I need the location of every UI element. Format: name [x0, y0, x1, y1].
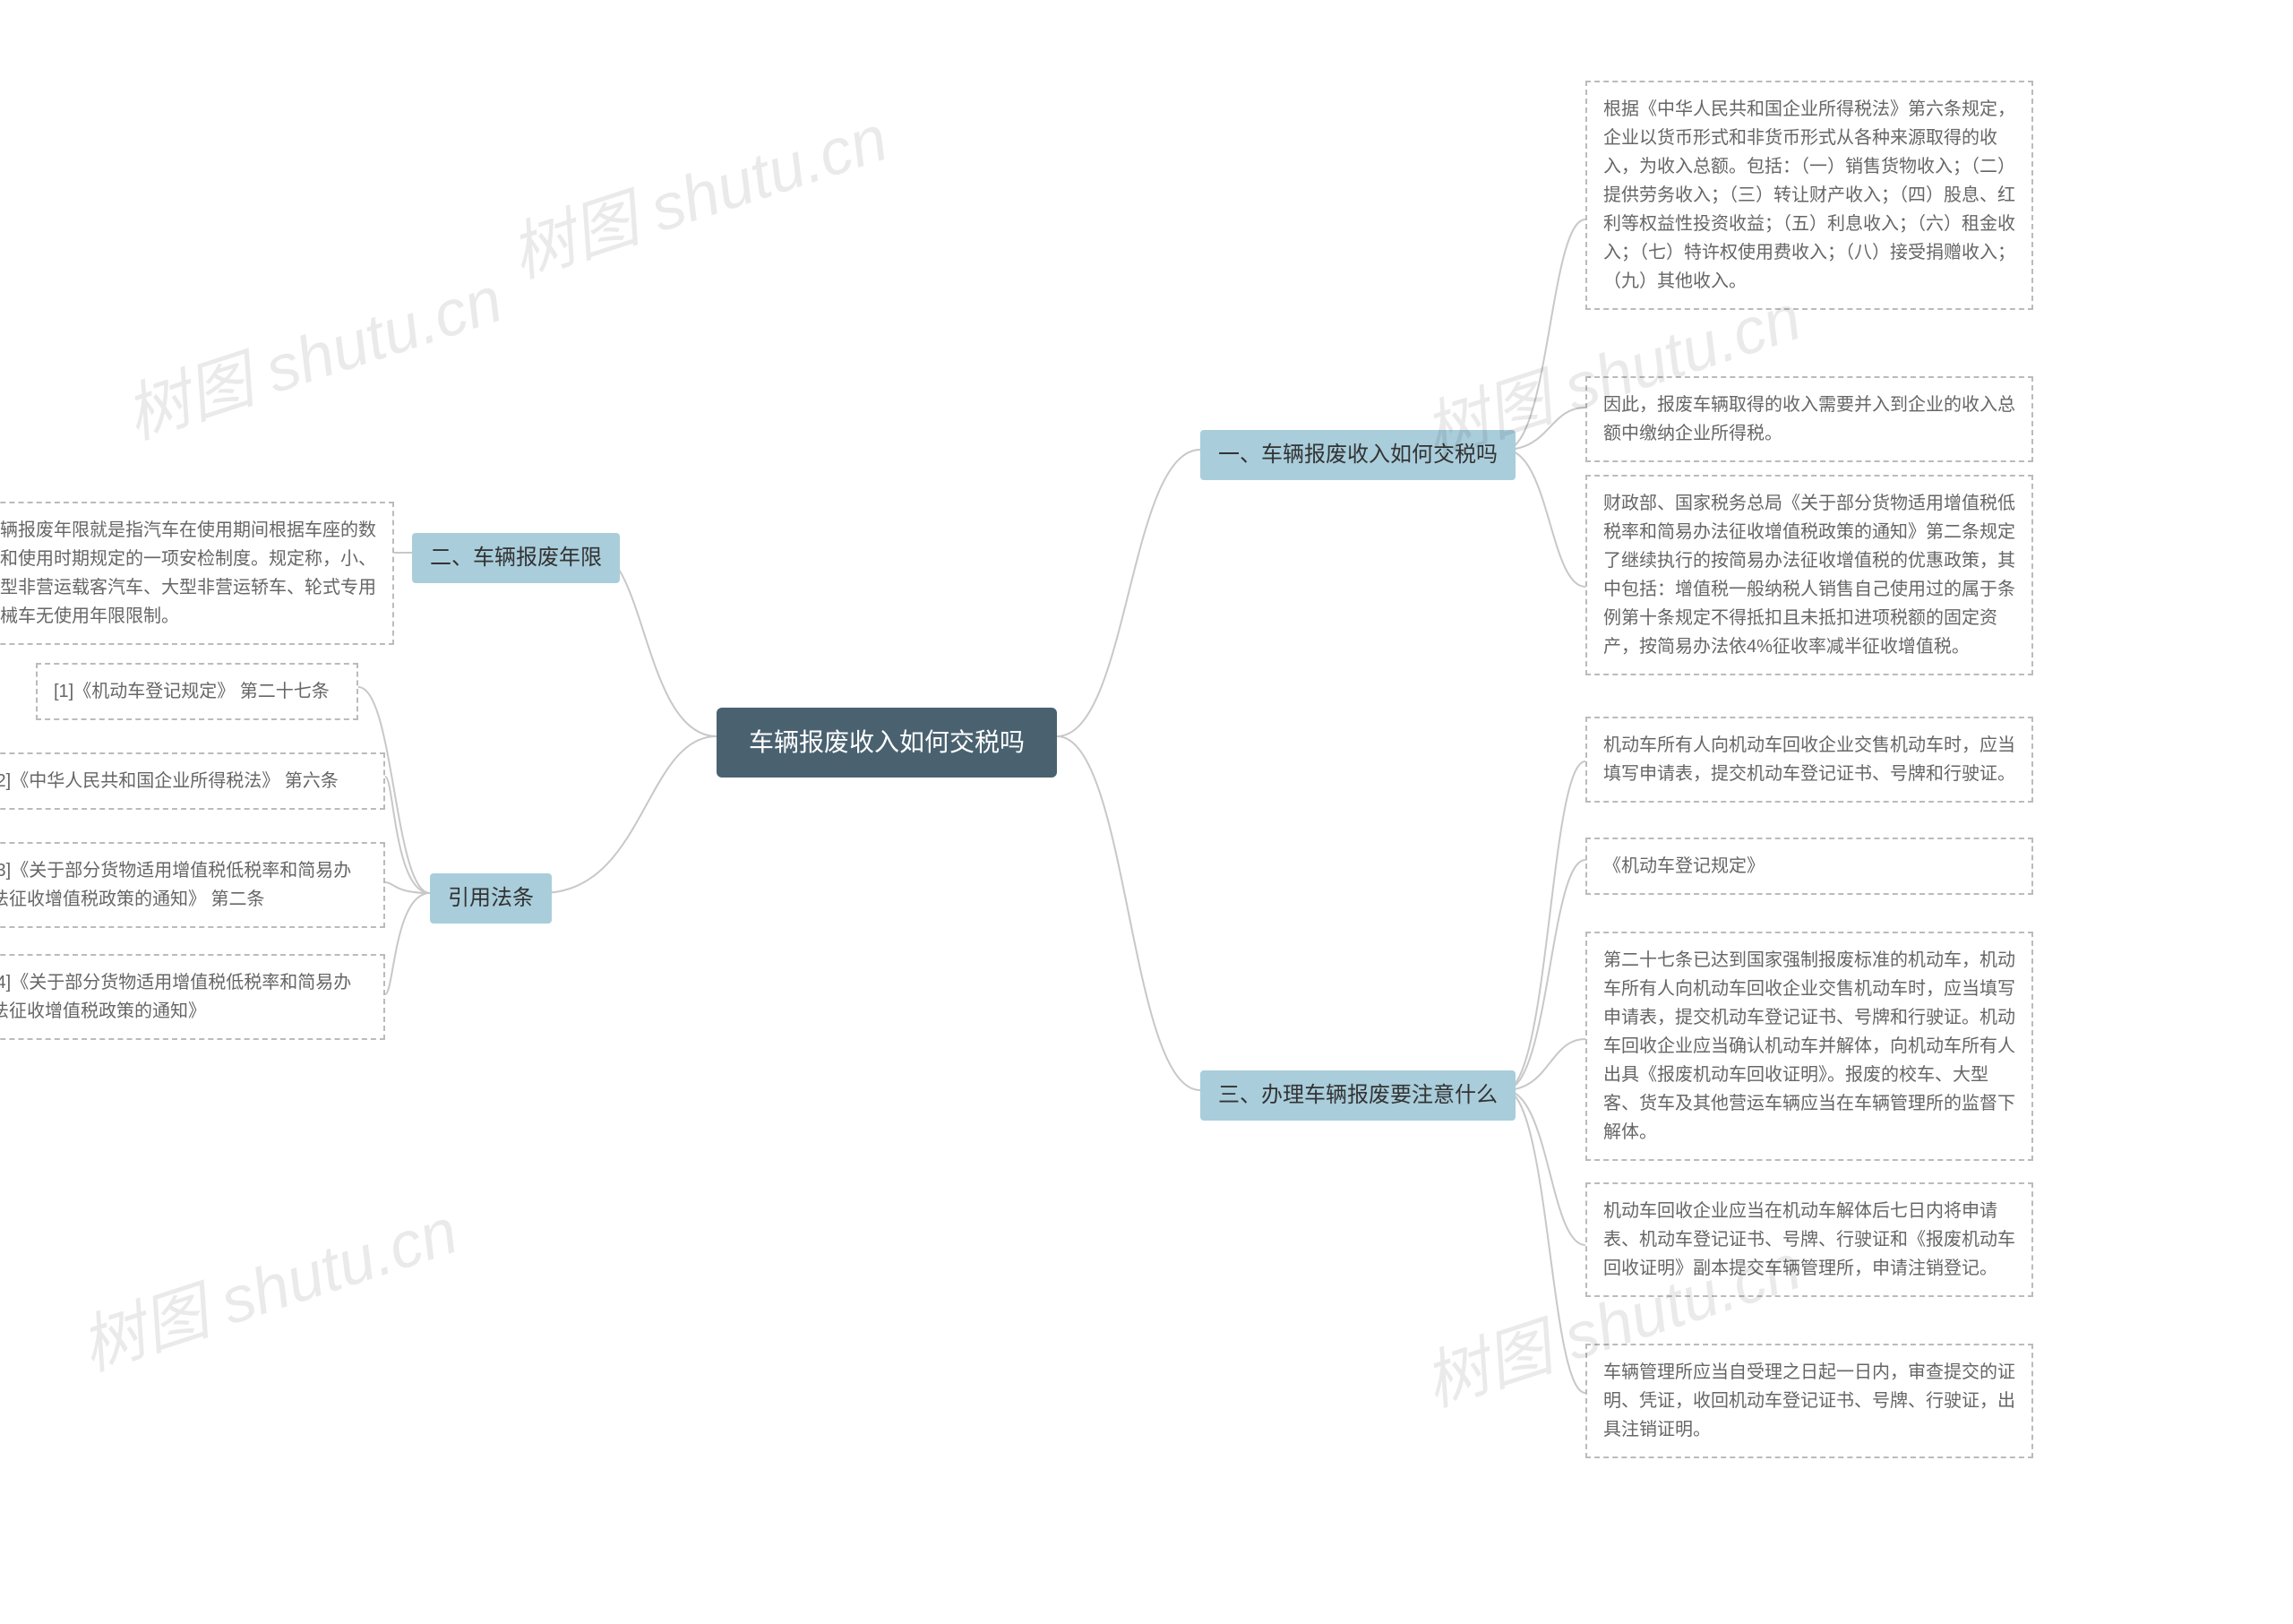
branch-b2[interactable]: 二、车辆报废年限	[412, 533, 620, 583]
leaf-text: 第二十七条已达到国家强制报废标准的机动车，机动车所有人向机动车回收企业交售机动车…	[1603, 950, 2015, 1142]
leaf-b3-0: 机动车所有人向机动车回收企业交售机动车时，应当填写申请表，提交机动车登记证书、号…	[1585, 717, 2033, 803]
leaf-text: 车辆管理所应当自受理之日起一日内，审查提交的证明、凭证，收回机动车登记证书、号牌…	[1603, 1362, 2015, 1439]
branch-label: 一、车辆报废收入如何交税吗	[1218, 443, 1498, 467]
leaf-ref-0: [1]《机动车登记规定》 第二十七条	[36, 663, 358, 720]
leaf-ref-2: [3]《关于部分货物适用增值税低税率和简易办法征收增值税政策的通知》 第二条	[0, 842, 385, 928]
branch-label: 引用法条	[448, 886, 534, 910]
root-label: 车辆报废收入如何交税吗	[749, 728, 1025, 756]
leaf-text: 《机动车登记规定》	[1603, 856, 1765, 876]
leaf-b1-2: 财政部、国家税务总局《关于部分货物适用增值税低税率和简易办法征收增值税政策的通知…	[1585, 475, 2033, 675]
leaf-b3-4: 车辆管理所应当自受理之日起一日内，审查提交的证明、凭证，收回机动车登记证书、号牌…	[1585, 1344, 2033, 1458]
branch-label: 三、办理车辆报废要注意什么	[1218, 1083, 1498, 1107]
leaf-b1-1: 因此，报废车辆取得的收入需要并入到企业的收入总额中缴纳企业所得税。	[1585, 376, 2033, 462]
leaf-b3-3: 机动车回收企业应当在机动车解体后七日内将申请表、机动车登记证书、号牌、行驶证和《…	[1585, 1182, 2033, 1297]
leaf-b1-0: 根据《中华人民共和国企业所得税法》第六条规定，企业以货币形式和非货币形式从各种来…	[1585, 81, 2033, 310]
leaf-text: [4]《关于部分货物适用增值税低税率和简易办法征收增值税政策的通知》	[0, 973, 351, 1021]
branch-label: 二、车辆报废年限	[430, 546, 602, 570]
leaf-text: [2]《中华人民共和国企业所得税法》 第六条	[0, 771, 339, 791]
leaf-text: [1]《机动车登记规定》 第二十七条	[54, 682, 330, 701]
leaf-text: 财政部、国家税务总局《关于部分货物适用增值税低税率和简易办法征收增值税政策的通知…	[1603, 494, 2015, 657]
leaf-ref-1: [2]《中华人民共和国企业所得税法》 第六条	[0, 752, 385, 810]
leaf-text: 机动车所有人向机动车回收企业交售机动车时，应当填写申请表，提交机动车登记证书、号…	[1603, 735, 2015, 784]
leaf-b3-2: 第二十七条已达到国家强制报废标准的机动车，机动车所有人向机动车回收企业交售机动车…	[1585, 932, 2033, 1161]
leaf-text: 车辆报废年限就是指汽车在使用期间根据车座的数量和使用时期规定的一项安检制度。规定…	[0, 520, 376, 626]
root-node[interactable]: 车辆报废收入如何交税吗	[717, 708, 1057, 778]
branch-b1[interactable]: 一、车辆报废收入如何交税吗	[1200, 430, 1516, 480]
leaf-b2-0: 车辆报废年限就是指汽车在使用期间根据车座的数量和使用时期规定的一项安检制度。规定…	[0, 502, 394, 645]
mindmap-canvas: 车辆报废收入如何交税吗 一、车辆报废收入如何交税吗 根据《中华人民共和国企业所得…	[0, 0, 2293, 1624]
leaf-text: 根据《中华人民共和国企业所得税法》第六条规定，企业以货币形式和非货币形式从各种来…	[1603, 99, 2015, 291]
leaf-ref-3: [4]《关于部分货物适用增值税低税率和简易办法征收增值税政策的通知》	[0, 954, 385, 1040]
leaf-text: [3]《关于部分货物适用增值税低税率和简易办法征收增值税政策的通知》 第二条	[0, 861, 351, 909]
branch-b3[interactable]: 三、办理车辆报废要注意什么	[1200, 1070, 1516, 1121]
leaf-b3-1: 《机动车登记规定》	[1585, 838, 2033, 895]
leaf-text: 机动车回收企业应当在机动车解体后七日内将申请表、机动车登记证书、号牌、行驶证和《…	[1603, 1201, 2015, 1278]
leaf-text: 因此，报废车辆取得的收入需要并入到企业的收入总额中缴纳企业所得税。	[1603, 395, 2015, 443]
branch-ref[interactable]: 引用法条	[430, 873, 552, 924]
